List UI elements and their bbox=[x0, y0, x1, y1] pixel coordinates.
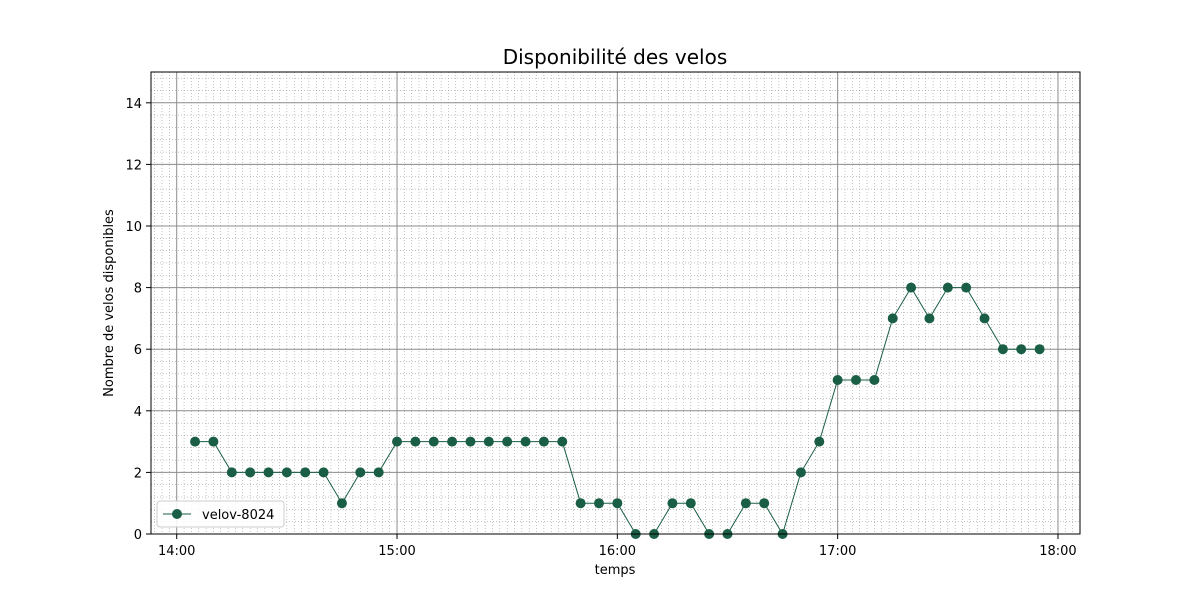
data-point bbox=[906, 282, 917, 293]
legend-marker bbox=[172, 509, 182, 519]
data-point bbox=[300, 467, 311, 478]
plot-background bbox=[151, 72, 1080, 534]
data-point bbox=[612, 498, 623, 509]
data-point bbox=[685, 498, 696, 509]
legend: velov-8024 bbox=[156, 500, 285, 528]
data-point bbox=[355, 467, 366, 478]
data-point bbox=[428, 436, 439, 447]
x-axis-label: temps bbox=[595, 563, 636, 578]
data-point bbox=[281, 467, 292, 478]
data-point bbox=[961, 282, 972, 293]
data-point bbox=[1016, 344, 1027, 355]
x-tick-label: 15:00 bbox=[378, 544, 415, 559]
x-axis: 14:00 15:00 16:00 17:00 18:00 bbox=[158, 534, 1077, 559]
data-point bbox=[336, 498, 347, 509]
data-point bbox=[942, 282, 953, 293]
data-point bbox=[593, 498, 604, 509]
x-tick-label: 16:00 bbox=[599, 544, 636, 559]
legend-box bbox=[156, 500, 285, 528]
data-point bbox=[190, 436, 201, 447]
y-tick-label: 2 bbox=[134, 466, 142, 481]
data-point bbox=[502, 436, 513, 447]
data-point bbox=[1034, 344, 1045, 355]
y-tick-label: 14 bbox=[125, 97, 142, 112]
data-point bbox=[245, 467, 256, 478]
plot-frame bbox=[150, 71, 1081, 535]
x-tick-label: 17:00 bbox=[819, 544, 856, 559]
data-point bbox=[538, 436, 549, 447]
y-tick-label: 4 bbox=[134, 405, 142, 420]
data-point bbox=[318, 467, 329, 478]
y-tick-label: 0 bbox=[134, 528, 142, 543]
y-axis-label: Nombre de velos disponibles bbox=[102, 209, 117, 397]
data-point bbox=[465, 436, 476, 447]
data-point bbox=[208, 436, 219, 447]
data-point bbox=[869, 375, 880, 385]
y-tick-label: 10 bbox=[125, 220, 142, 235]
data-point bbox=[814, 436, 825, 447]
y-axis: 0 2 4 6 8 10 12 14 bbox=[125, 97, 151, 543]
data-point bbox=[979, 313, 990, 324]
data-point bbox=[226, 467, 237, 478]
y-tick-label: 12 bbox=[125, 158, 142, 173]
minor-grid bbox=[151, 72, 1081, 534]
data-point bbox=[575, 498, 586, 509]
y-tick-label: 8 bbox=[134, 282, 142, 297]
data-point bbox=[997, 344, 1008, 355]
data-point bbox=[832, 375, 843, 385]
data-point bbox=[795, 467, 806, 478]
x-tick-label: 14:00 bbox=[158, 544, 195, 559]
data-point bbox=[667, 498, 678, 509]
plot-border bbox=[150, 71, 1081, 535]
y-tick-label: 6 bbox=[134, 343, 142, 358]
plot-area bbox=[151, 72, 1080, 534]
data-point bbox=[392, 436, 403, 447]
x-tick-label: 18:00 bbox=[1039, 544, 1076, 559]
data-point bbox=[887, 313, 898, 324]
data-point bbox=[483, 436, 494, 447]
data-point bbox=[410, 436, 421, 447]
chart-title: Disponibilité des velos bbox=[503, 45, 728, 69]
data-point bbox=[759, 498, 770, 509]
data-point bbox=[447, 436, 458, 447]
data-point bbox=[557, 436, 568, 447]
data-point bbox=[520, 436, 531, 447]
legend-label: velov-8024 bbox=[202, 508, 274, 523]
data-point bbox=[924, 313, 935, 324]
data-point bbox=[373, 467, 384, 478]
data-point bbox=[740, 498, 751, 509]
data-point bbox=[263, 467, 274, 478]
data-point bbox=[851, 375, 862, 385]
